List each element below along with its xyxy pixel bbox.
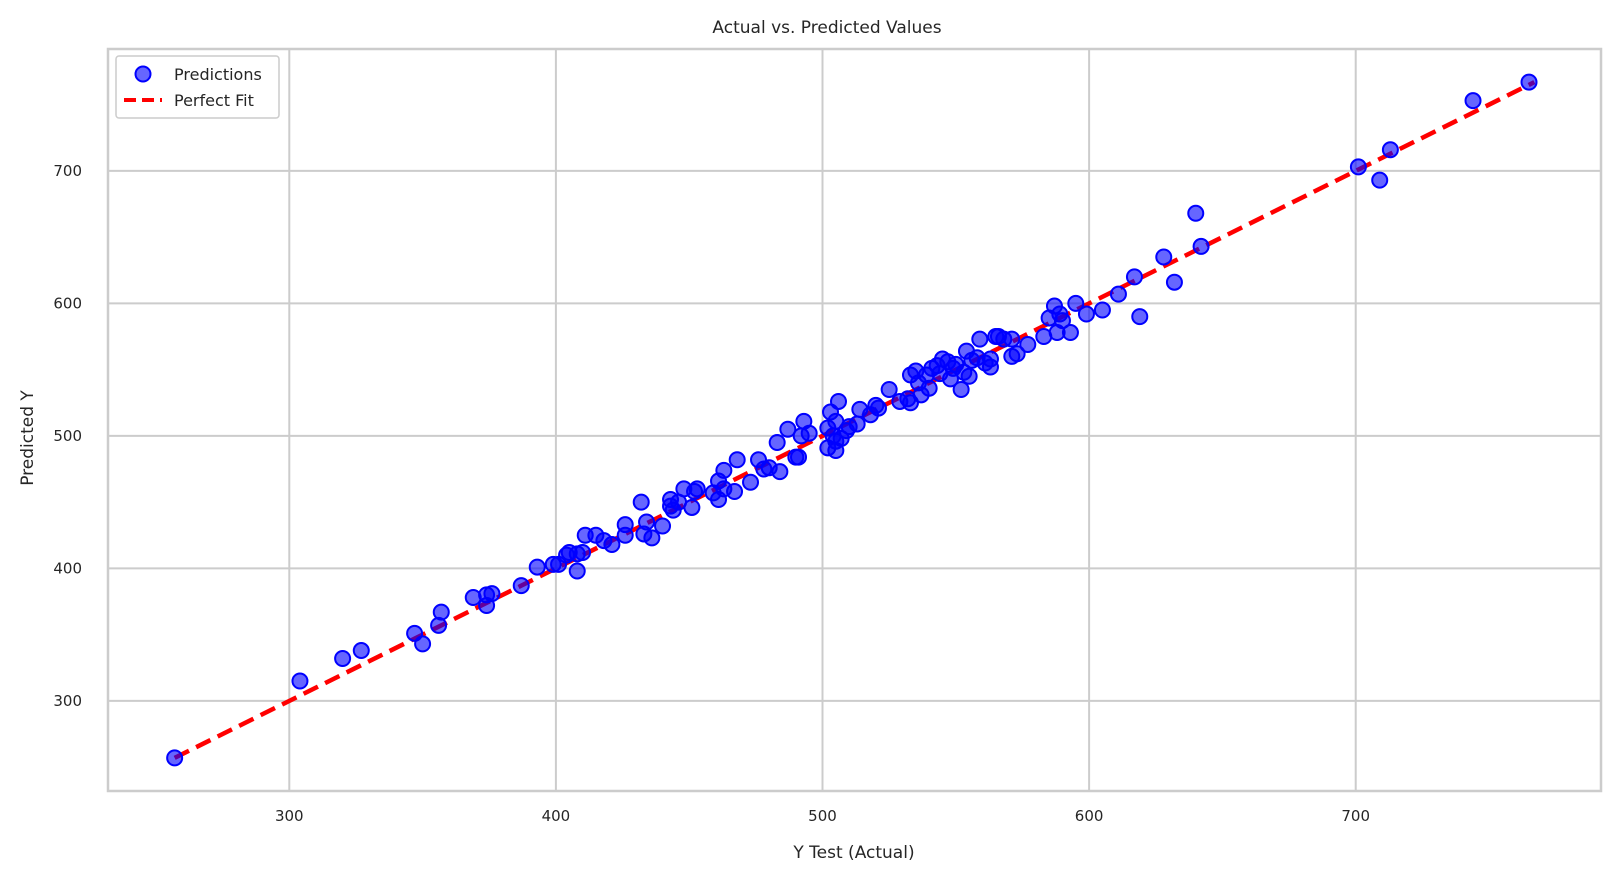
prediction-point [771,463,789,481]
prediction-point [1093,301,1111,319]
prediction-point [166,749,184,767]
prediction-point [1003,330,1021,348]
prediction-point [779,420,797,438]
prediction-point [512,577,530,595]
x-tick-label: 600 [1075,807,1104,825]
prediction-point [790,448,808,466]
x-tick-label: 700 [1341,807,1370,825]
prediction-point [920,379,938,397]
prediction-point [1464,92,1482,110]
prediction-point [1520,73,1538,91]
prediction-point [1053,312,1071,330]
x-tick-label: 500 [808,807,837,825]
prediction-point [654,517,672,535]
prediction-point [483,585,501,603]
prediction-point [1125,268,1143,286]
prediction-points [166,73,1538,767]
y-tick-label: 500 [53,427,82,445]
chart-title: Actual vs. Predicted Values [712,18,941,38]
prediction-point [960,367,978,385]
prediction-point [568,562,586,580]
y-axis-label: Predicted Y [18,390,38,486]
prediction-point [414,635,432,653]
prediction-point [643,529,661,547]
prediction-point [1371,171,1389,189]
prediction-point [1077,305,1095,323]
prediction-point [1349,158,1367,176]
x-tick-label: 400 [542,807,571,825]
y-tick-label: 400 [53,559,82,577]
prediction-point [291,672,309,690]
prediction-point [800,424,818,442]
y-tick-labels: 300 400 500 600 700 [53,162,82,710]
prediction-point [528,558,546,576]
prediction-point [726,483,744,501]
prediction-point [728,451,746,469]
prediction-point [432,603,450,621]
prediction-point [632,493,650,511]
prediction-point [616,516,634,534]
plot-frame [106,47,1603,793]
prediction-point [688,480,706,498]
prediction-point [638,513,656,531]
y-tick-label: 700 [53,162,82,180]
legend-predictions-label: Predictions [174,65,262,84]
prediction-point [603,536,621,554]
prediction-point [1067,294,1085,312]
prediction-point [1165,273,1183,291]
prediction-point [683,498,701,516]
prediction-point [830,392,848,410]
x-axis-label: Y Test (Actual) [792,843,914,863]
prediction-point [1008,345,1026,363]
legend: Predictions Perfect Fit [115,55,280,119]
prediction-point [880,381,898,399]
prediction-point [574,544,592,561]
legend-box [115,55,280,119]
prediction-point [1155,248,1173,266]
legend-perfect-fit-label: Perfect Fit [174,91,254,110]
prediction-point [1061,324,1079,342]
prediction-point [1187,204,1205,222]
prediction-point [352,642,370,660]
y-tick-label: 300 [53,692,82,710]
prediction-point [1192,237,1210,255]
prediction-point [869,399,887,417]
y-tick-label: 600 [53,294,82,312]
prediction-point [952,381,970,399]
prediction-point [1019,335,1037,353]
prediction-point [848,415,866,433]
prediction-point [334,650,352,667]
legend-predictions-marker [134,65,152,83]
prediction-point [1131,308,1149,326]
prediction-point [1381,141,1399,159]
prediction-point [981,358,999,376]
prediction-point [971,330,989,348]
x-tick-label: 300 [275,807,304,825]
prediction-point [742,473,760,491]
prediction-point [768,434,786,452]
x-tick-labels: 300 400 500 600 700 [275,807,1370,825]
prediction-point [715,461,733,479]
prediction-point [1109,285,1127,303]
